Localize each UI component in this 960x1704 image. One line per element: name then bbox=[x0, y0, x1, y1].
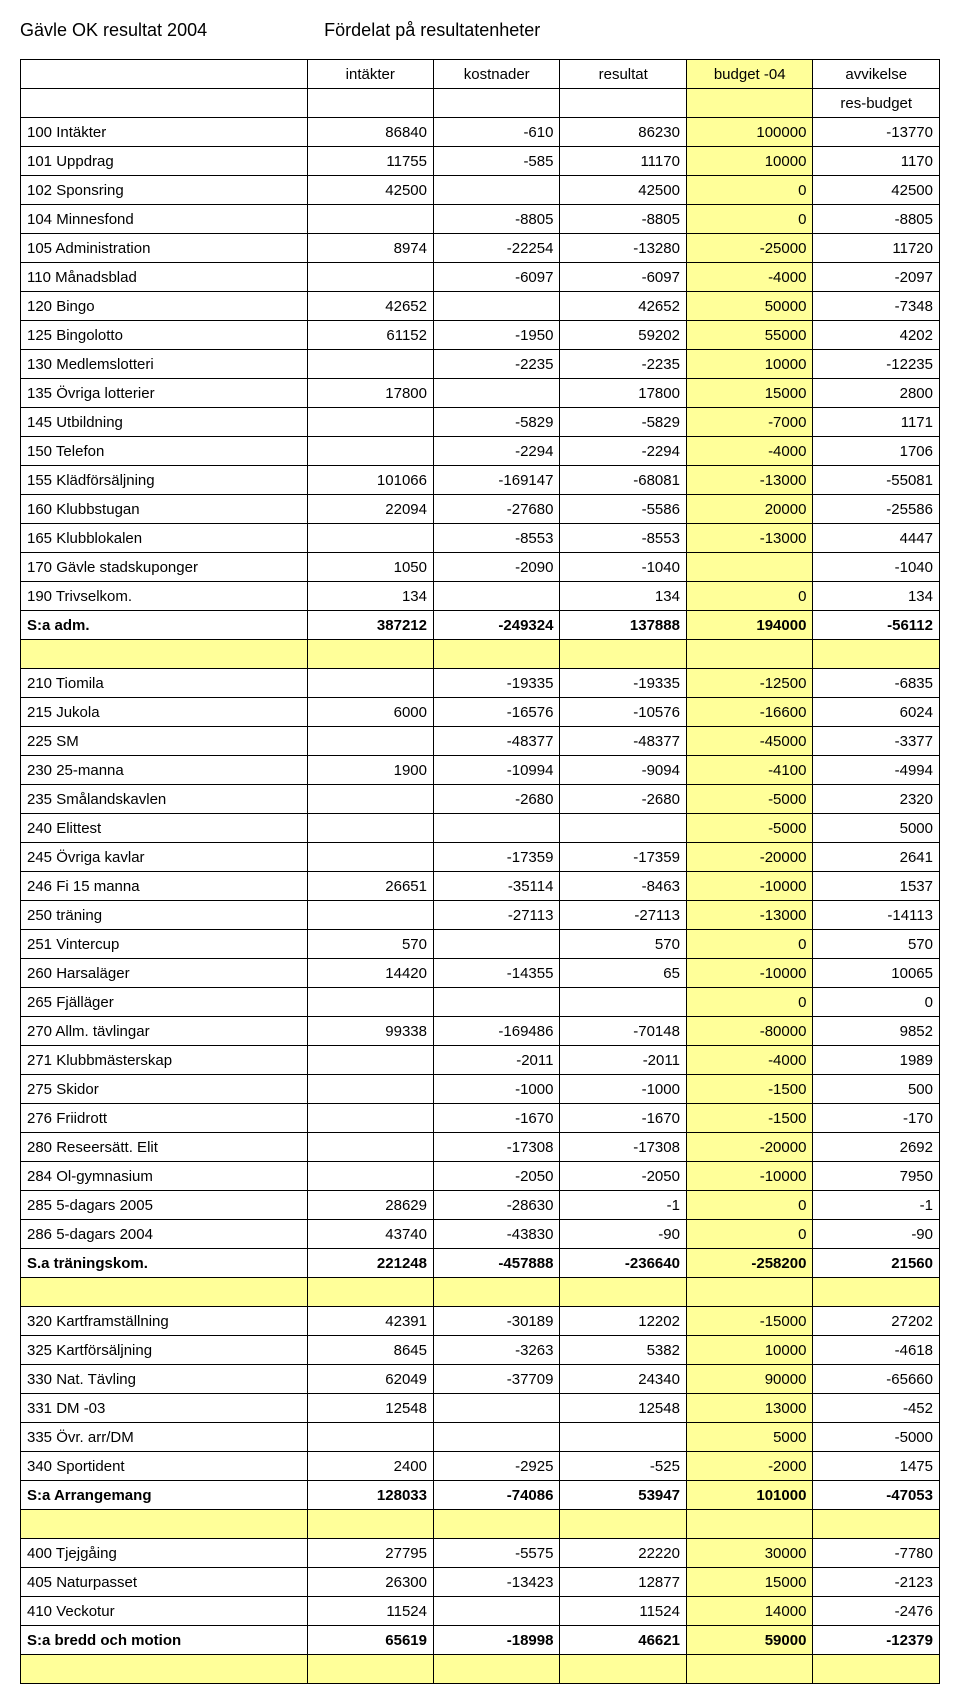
data-row: 145 Utbildning-5829-5829-70001171 bbox=[21, 408, 940, 437]
spacer-row bbox=[21, 1655, 940, 1684]
data-row: 160 Klubbstugan22094-27680-558620000-255… bbox=[21, 495, 940, 524]
result-table: intäkterkostnaderresultatbudget -04avvik… bbox=[20, 59, 940, 1684]
data-row: 280 Reseersätt. Elit-17308-17308-2000026… bbox=[21, 1133, 940, 1162]
data-row: 330 Nat. Tävling62049-377092434090000-65… bbox=[21, 1365, 940, 1394]
data-row: 190 Trivselkom.1341340134 bbox=[21, 582, 940, 611]
sum-row: S:a Arrangemang128033-7408653947101000-4… bbox=[21, 1481, 940, 1510]
data-row: 150 Telefon-2294-2294-40001706 bbox=[21, 437, 940, 466]
data-row: 275 Skidor-1000-1000-1500500 bbox=[21, 1075, 940, 1104]
data-row: 285 5-dagars 200528629-28630-10-1 bbox=[21, 1191, 940, 1220]
data-row: 270 Allm. tävlingar99338-169486-70148-80… bbox=[21, 1017, 940, 1046]
data-row: 100 Intäkter86840-61086230100000-13770 bbox=[21, 118, 940, 147]
data-row: 335 Övr. arr/DM5000-5000 bbox=[21, 1423, 940, 1452]
data-row: 405 Naturpasset26300-134231287715000-212… bbox=[21, 1568, 940, 1597]
data-row: 101 Uppdrag11755-58511170100001170 bbox=[21, 147, 940, 176]
data-row: 125 Bingolotto61152-195059202550004202 bbox=[21, 321, 940, 350]
data-row: 251 Vintercup5705700570 bbox=[21, 930, 940, 959]
data-row: 340 Sportident2400-2925-525-20001475 bbox=[21, 1452, 940, 1481]
data-row: 104 Minnesfond-8805-88050-8805 bbox=[21, 205, 940, 234]
data-row: 135 Övriga lotterier1780017800150002800 bbox=[21, 379, 940, 408]
page-titles: Gävle OK resultat 2004 Fördelat på resul… bbox=[20, 20, 940, 41]
spacer-row bbox=[21, 1510, 940, 1539]
data-row: 320 Kartframställning42391-3018912202-15… bbox=[21, 1307, 940, 1336]
data-row: 120 Bingo426524265250000-7348 bbox=[21, 292, 940, 321]
data-row: 170 Gävle stadskuponger1050-2090-1040-10… bbox=[21, 553, 940, 582]
spacer-row bbox=[21, 640, 940, 669]
title-left: Gävle OK resultat 2004 bbox=[20, 20, 320, 41]
data-row: 240 Elittest-50005000 bbox=[21, 814, 940, 843]
data-row: 331 DM -03125481254813000-452 bbox=[21, 1394, 940, 1423]
sum-row: S.a träningskom.221248-457888-236640-258… bbox=[21, 1249, 940, 1278]
data-row: 225 SM-48377-48377-45000-3377 bbox=[21, 727, 940, 756]
data-row: 105 Administration8974-22254-13280-25000… bbox=[21, 234, 940, 263]
data-row: 325 Kartförsäljning8645-3263538210000-46… bbox=[21, 1336, 940, 1365]
data-row: 102 Sponsring4250042500042500 bbox=[21, 176, 940, 205]
data-row: 130 Medlemslotteri-2235-223510000-12235 bbox=[21, 350, 940, 379]
sum-row: S:a bredd och motion65619-18998466215900… bbox=[21, 1626, 940, 1655]
data-row: 215 Jukola6000-16576-10576-166006024 bbox=[21, 698, 940, 727]
data-row: 110 Månadsblad-6097-6097-4000-2097 bbox=[21, 263, 940, 292]
sum-row: S:a adm.387212-249324137888194000-56112 bbox=[21, 611, 940, 640]
spacer-row bbox=[21, 1278, 940, 1307]
data-row: 286 5-dagars 200443740-43830-900-90 bbox=[21, 1220, 940, 1249]
data-row: 165 Klubblokalen-8553-8553-130004447 bbox=[21, 524, 940, 553]
data-row: 246 Fi 15 manna26651-35114-8463-10000153… bbox=[21, 872, 940, 901]
data-row: 284 Ol-gymnasium-2050-2050-100007950 bbox=[21, 1162, 940, 1191]
data-row: 265 Fjälläger00 bbox=[21, 988, 940, 1017]
data-row: 271 Klubbmästerskap-2011-2011-40001989 bbox=[21, 1046, 940, 1075]
data-row: 260 Harsaläger14420-1435565-1000010065 bbox=[21, 959, 940, 988]
data-row: 276 Friidrott-1670-1670-1500-170 bbox=[21, 1104, 940, 1133]
data-row: 245 Övriga kavlar-17359-17359-200002641 bbox=[21, 843, 940, 872]
data-row: 410 Veckotur115241152414000-2476 bbox=[21, 1597, 940, 1626]
title-right: Fördelat på resultatenheter bbox=[324, 20, 540, 41]
data-row: 155 Klädförsäljning101066-169147-68081-1… bbox=[21, 466, 940, 495]
data-row: 250 träning-27113-27113-13000-14113 bbox=[21, 901, 940, 930]
data-row: 230 25-manna1900-10994-9094-4100-4994 bbox=[21, 756, 940, 785]
data-row: 210 Tiomila-19335-19335-12500-6835 bbox=[21, 669, 940, 698]
header-row-1: intäkterkostnaderresultatbudget -04avvik… bbox=[21, 60, 940, 89]
header-row-2: res-budget bbox=[21, 89, 940, 118]
data-row: 235 Smålandskavlen-2680-2680-50002320 bbox=[21, 785, 940, 814]
data-row: 400 Tjejgåing27795-55752222030000-7780 bbox=[21, 1539, 940, 1568]
